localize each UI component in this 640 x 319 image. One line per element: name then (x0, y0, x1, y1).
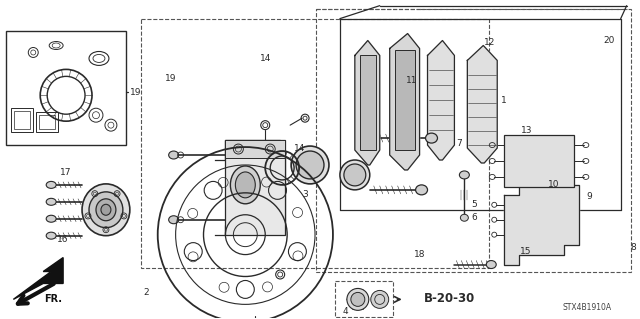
Ellipse shape (415, 185, 428, 195)
Text: 9: 9 (586, 192, 592, 201)
Text: 16: 16 (58, 235, 69, 244)
Bar (39, 115, 55, 129)
Text: 3: 3 (302, 190, 308, 199)
Text: 14: 14 (294, 144, 306, 152)
Bar (316, 9, 630, 271)
Text: 13: 13 (522, 126, 533, 135)
Ellipse shape (89, 192, 123, 228)
Ellipse shape (426, 133, 438, 143)
Text: 6: 6 (472, 213, 477, 222)
Ellipse shape (101, 204, 111, 215)
Text: B-20-30: B-20-30 (424, 292, 475, 305)
Text: STX4B1910A: STX4B1910A (563, 303, 612, 312)
Ellipse shape (236, 172, 255, 198)
Text: 19: 19 (165, 74, 177, 83)
Text: 19: 19 (130, 88, 141, 97)
Ellipse shape (486, 261, 496, 269)
Text: 4: 4 (342, 307, 348, 316)
Ellipse shape (347, 288, 369, 310)
Ellipse shape (169, 216, 179, 224)
Text: 1: 1 (501, 96, 507, 105)
Bar (6, 31, 126, 145)
Polygon shape (467, 46, 497, 163)
Ellipse shape (46, 215, 56, 222)
Ellipse shape (46, 182, 56, 189)
Ellipse shape (46, 232, 56, 239)
Ellipse shape (230, 166, 260, 204)
Ellipse shape (291, 146, 329, 184)
Bar (12, 108, 33, 132)
Bar (504, 135, 574, 187)
Text: 2: 2 (143, 288, 148, 297)
Text: 11: 11 (406, 76, 417, 85)
Ellipse shape (340, 160, 370, 190)
Text: 7: 7 (456, 138, 462, 148)
Bar (335, 281, 393, 317)
Ellipse shape (460, 171, 469, 179)
Text: 17: 17 (60, 168, 72, 177)
Ellipse shape (344, 164, 366, 186)
Polygon shape (390, 33, 420, 170)
Ellipse shape (460, 214, 468, 221)
Ellipse shape (371, 290, 388, 308)
Bar (141, 19, 489, 268)
Polygon shape (355, 41, 380, 165)
Bar (225, 140, 285, 235)
Polygon shape (428, 41, 454, 160)
Bar (14, 111, 30, 129)
Text: 18: 18 (414, 250, 426, 259)
Text: 20: 20 (603, 36, 614, 45)
Polygon shape (504, 185, 579, 264)
Bar (225, 140, 285, 158)
Text: 14: 14 (260, 54, 271, 63)
Ellipse shape (46, 198, 56, 205)
Bar (395, 50, 415, 150)
Ellipse shape (351, 293, 365, 306)
Text: 15: 15 (520, 247, 532, 256)
Bar (36, 112, 58, 132)
Ellipse shape (82, 184, 130, 236)
Text: 5: 5 (472, 200, 477, 209)
Bar (360, 56, 376, 150)
Text: 10: 10 (548, 180, 560, 189)
Text: 8: 8 (631, 243, 637, 252)
Text: FR.: FR. (44, 294, 62, 304)
Ellipse shape (296, 151, 324, 179)
Ellipse shape (96, 199, 116, 221)
Text: 12: 12 (484, 38, 495, 47)
Ellipse shape (169, 151, 179, 159)
Polygon shape (13, 257, 63, 300)
